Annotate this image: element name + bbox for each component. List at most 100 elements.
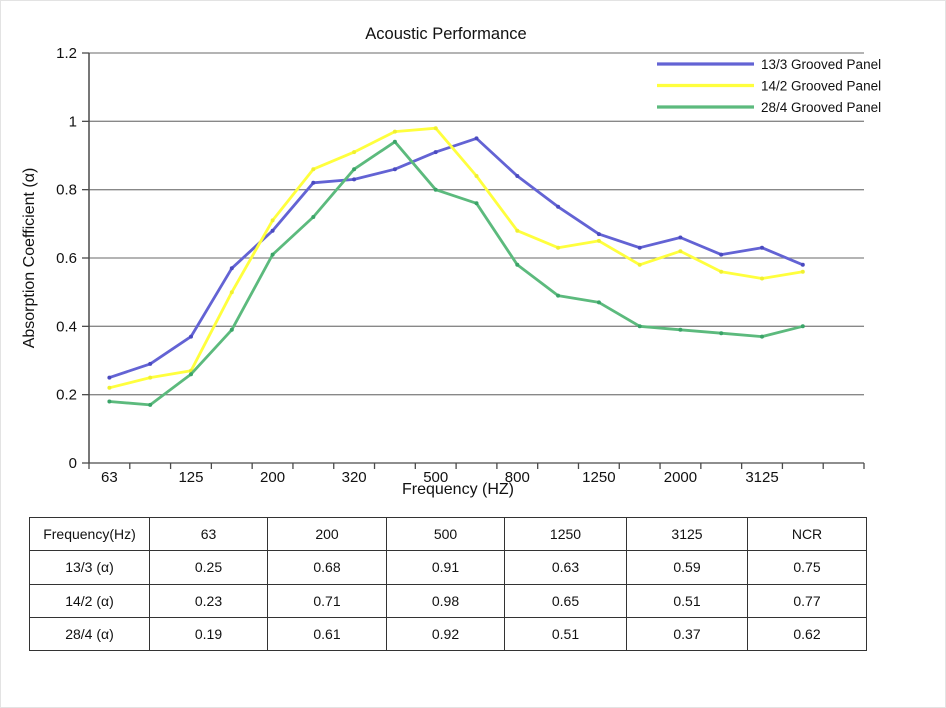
chart-title: Acoustic Performance (365, 25, 526, 43)
x-axis-title: Frequency (HZ) (402, 481, 514, 498)
data-point-marker (433, 126, 438, 131)
series-line (108, 136, 805, 380)
value-cell: 0.62 (747, 616, 867, 652)
value-cell: 0.25 (149, 550, 268, 585)
data-point-marker (352, 150, 357, 155)
data-point-marker (107, 385, 112, 390)
series-lines (107, 126, 805, 407)
data-point-marker (637, 245, 642, 250)
data-point-marker (474, 136, 479, 141)
acoustic-performance-line-chart: Acoustic Performance 0 0.2 0.4 0.6 0.8 1 1.2 6… (21, 25, 881, 498)
data-point-marker (474, 201, 479, 206)
value-cell: 0.77 (747, 583, 867, 618)
absorption-data-table: Frequency(Hz) 63 200 500 1250 3125 NCR 13/3 (α)… (29, 516, 867, 652)
value-cell: 0.51 (504, 616, 627, 652)
x-tick-label: 2000 (664, 469, 697, 486)
x-tick-label: 125 (178, 469, 203, 486)
data-point-marker (270, 228, 275, 233)
data-point-marker (556, 204, 561, 209)
value-cell: 500 (386, 516, 505, 552)
data-point-marker (474, 174, 479, 178)
data-point-marker (678, 327, 683, 332)
data-point-marker (229, 327, 234, 332)
x-tick-label: 63 (101, 469, 118, 486)
x-tick-label: 320 (342, 469, 367, 486)
data-point-marker (107, 375, 112, 380)
data-point-marker (596, 238, 601, 243)
value-cell: 0.23 (149, 583, 268, 618)
data-point-marker (107, 399, 112, 404)
y-axis-title: Absorption Coefficient (α) (21, 168, 38, 349)
gridlines (89, 52, 864, 464)
data-point-marker (515, 262, 520, 267)
row-label-cell: 13/3 (α) (29, 550, 150, 585)
data-point-marker (719, 269, 724, 274)
data-point-marker (311, 180, 316, 185)
data-point-marker (148, 361, 153, 366)
y-tick-label: 0.8 (56, 182, 77, 199)
value-cell: 0.92 (386, 616, 505, 652)
value-cell: 0.19 (149, 616, 268, 652)
data-point-marker (515, 174, 520, 178)
data-point-marker (556, 245, 561, 250)
data-point-marker (556, 293, 561, 298)
value-cell: 63 (149, 516, 268, 552)
data-point-marker (719, 331, 724, 336)
data-point-marker (189, 334, 193, 339)
value-cell: 0.65 (504, 583, 627, 618)
data-point-marker (392, 167, 397, 172)
value-cell: 0.61 (267, 616, 387, 652)
data-point-marker (229, 266, 234, 271)
data-point-marker (637, 262, 642, 267)
data-point-marker (800, 269, 805, 274)
legend-label: 14/2 Grooved Panel (761, 78, 881, 93)
data-point-marker (800, 262, 805, 267)
legend-label: 28/4 Grooved Panel (761, 100, 881, 115)
value-cell: 0.59 (626, 550, 748, 585)
x-tick-label: 1250 (582, 469, 615, 486)
legend-label: 13/3 Grooved Panel (761, 57, 881, 72)
data-point-marker (760, 245, 764, 250)
data-point-marker (719, 252, 724, 257)
y-tick-label: 0.4 (56, 318, 77, 335)
table-row: 13/3 (α) 0.25 0.68 0.91 0.63 0.59 0.75 (29, 550, 867, 585)
data-point-marker (352, 177, 357, 182)
y-axis-tick-labels: 0 0.2 0.4 0.6 0.8 1 1.2 (56, 45, 77, 472)
data-point-marker (352, 167, 357, 172)
data-point-marker (800, 324, 805, 329)
value-cell: 0.68 (267, 550, 387, 585)
series-line (108, 126, 805, 390)
value-cell: NCR (747, 516, 867, 552)
row-label-cell: 28/4 (α) (29, 616, 150, 652)
data-point-marker (433, 187, 438, 192)
value-cell: 1250 (504, 516, 627, 552)
data-point-marker (311, 215, 316, 219)
y-tick-label: 0.6 (56, 250, 77, 267)
row-label-cell: 14/2 (α) (29, 583, 150, 618)
data-point-marker (596, 232, 601, 237)
data-point-marker (229, 290, 234, 295)
legend: 13/3 Grooved Panel 14/2 Grooved Panel 28/4… (657, 57, 881, 115)
data-point-marker (148, 375, 153, 380)
x-tick-label: 500 (423, 469, 448, 486)
data-point-marker (678, 235, 683, 240)
value-cell: 0.71 (267, 583, 387, 618)
y-tick-label: 0.2 (56, 387, 77, 404)
value-cell: 3125 (626, 516, 748, 552)
data-point-marker (392, 129, 397, 134)
table-row: 28/4 (α) 0.19 0.61 0.92 0.51 0.37 0.62 (29, 616, 867, 652)
data-point-marker (311, 167, 316, 172)
table-header-row: Frequency(Hz) 63 200 500 1250 3125 NCR (29, 516, 867, 552)
value-cell: 0.63 (504, 550, 627, 585)
data-point-marker (637, 324, 642, 329)
data-point-marker (433, 150, 438, 155)
data-point-marker (760, 334, 764, 339)
series-line (108, 140, 805, 407)
data-point-marker (270, 252, 275, 257)
value-cell: 200 (267, 516, 387, 552)
axes (82, 52, 865, 469)
data-point-marker (760, 276, 764, 281)
value-cell: 0.98 (386, 583, 505, 618)
data-point-marker (678, 249, 683, 254)
